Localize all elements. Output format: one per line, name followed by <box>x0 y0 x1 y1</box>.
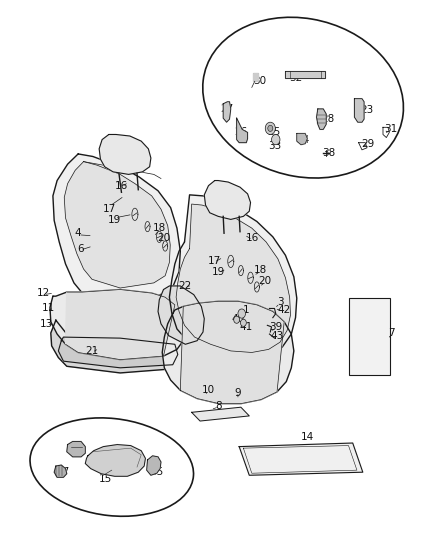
Text: 8: 8 <box>215 401 223 411</box>
Text: 39: 39 <box>269 322 283 332</box>
Text: 40: 40 <box>231 314 244 324</box>
Polygon shape <box>158 286 204 344</box>
Polygon shape <box>170 195 297 360</box>
Text: 20: 20 <box>259 276 272 286</box>
Polygon shape <box>162 301 294 403</box>
Polygon shape <box>253 73 258 81</box>
Text: 43: 43 <box>270 330 284 341</box>
Circle shape <box>272 134 280 145</box>
Polygon shape <box>99 134 151 174</box>
Polygon shape <box>54 465 67 478</box>
Text: 34: 34 <box>71 446 85 456</box>
Polygon shape <box>64 161 170 288</box>
Polygon shape <box>237 118 247 143</box>
Text: 12: 12 <box>37 288 50 298</box>
Text: 28: 28 <box>321 114 334 124</box>
Text: 23: 23 <box>360 105 374 115</box>
Text: 19: 19 <box>212 266 225 277</box>
Polygon shape <box>176 204 290 352</box>
Polygon shape <box>53 154 180 301</box>
Polygon shape <box>239 443 363 475</box>
Text: 24: 24 <box>297 135 310 144</box>
Text: 41: 41 <box>240 322 253 332</box>
Text: 19: 19 <box>108 215 121 225</box>
Circle shape <box>234 316 240 324</box>
Text: 42: 42 <box>278 305 291 315</box>
Polygon shape <box>51 320 184 373</box>
Polygon shape <box>147 456 161 475</box>
Text: 31: 31 <box>384 124 397 134</box>
Text: 29: 29 <box>362 139 375 149</box>
Text: 35: 35 <box>150 467 163 477</box>
Text: 38: 38 <box>322 148 336 158</box>
Polygon shape <box>180 301 284 403</box>
Text: 11: 11 <box>42 303 55 313</box>
Polygon shape <box>50 289 185 360</box>
Polygon shape <box>192 407 249 421</box>
Text: 22: 22 <box>178 281 191 291</box>
Text: 36: 36 <box>113 457 127 467</box>
Polygon shape <box>204 181 251 220</box>
Text: 18: 18 <box>254 265 267 275</box>
Polygon shape <box>66 289 175 360</box>
Text: 21: 21 <box>85 346 99 356</box>
Text: 7: 7 <box>388 328 395 338</box>
Text: 17: 17 <box>103 204 117 214</box>
Text: 9: 9 <box>235 389 241 398</box>
Text: 32: 32 <box>289 73 302 83</box>
Polygon shape <box>354 99 364 122</box>
Circle shape <box>240 319 246 326</box>
Polygon shape <box>58 337 178 368</box>
Text: 20: 20 <box>157 233 170 243</box>
Text: 4: 4 <box>75 228 81 238</box>
Circle shape <box>238 309 245 318</box>
Text: 16: 16 <box>246 233 259 244</box>
Text: 16: 16 <box>115 181 128 191</box>
Circle shape <box>265 122 276 134</box>
Text: 6: 6 <box>77 244 84 254</box>
Polygon shape <box>317 109 326 130</box>
Bar <box>349 298 390 375</box>
Text: 15: 15 <box>99 474 112 484</box>
Text: 25: 25 <box>267 127 280 138</box>
Polygon shape <box>286 71 325 78</box>
Text: 1: 1 <box>243 305 250 315</box>
Polygon shape <box>223 102 231 122</box>
Circle shape <box>268 125 273 132</box>
Text: 18: 18 <box>153 223 166 233</box>
Text: 10: 10 <box>202 385 215 395</box>
Text: 3: 3 <box>277 297 283 308</box>
Polygon shape <box>67 441 85 457</box>
Text: 26: 26 <box>234 127 247 138</box>
Text: 13: 13 <box>40 319 53 329</box>
Text: 27: 27 <box>220 104 233 114</box>
Polygon shape <box>85 445 145 477</box>
Text: 37: 37 <box>56 467 69 477</box>
Text: 30: 30 <box>254 76 267 86</box>
Polygon shape <box>297 133 307 145</box>
Text: 14: 14 <box>300 432 314 442</box>
Text: 17: 17 <box>207 256 221 266</box>
Text: 33: 33 <box>268 141 281 151</box>
